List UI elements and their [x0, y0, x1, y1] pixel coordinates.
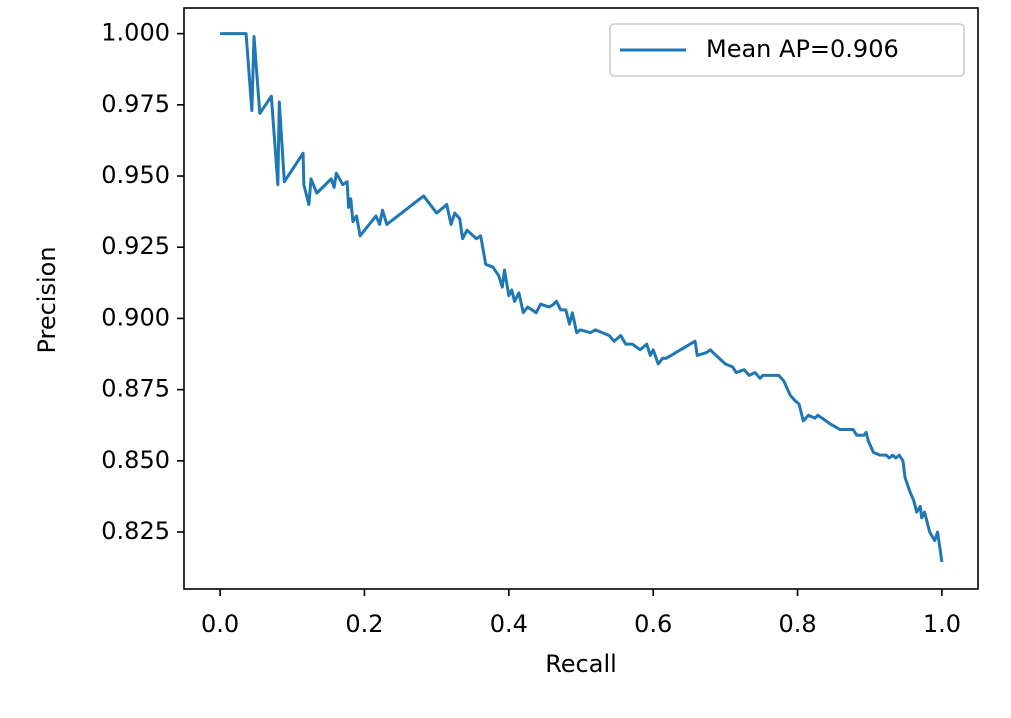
x-axis-label: Recall — [545, 650, 617, 678]
y-tick-label: 0.900 — [101, 303, 170, 331]
x-tick-label: 0.0 — [201, 610, 239, 638]
y-tick-label: 0.925 — [101, 232, 170, 260]
x-tick-label: 0.6 — [634, 610, 672, 638]
x-tick-label: 0.8 — [778, 610, 816, 638]
y-axis-label: Precision — [33, 246, 61, 353]
plot-frame — [183, 7, 979, 590]
y-tick-label: 0.950 — [101, 161, 170, 189]
series-line — [220, 32, 944, 563]
y-tick-label: 0.850 — [101, 446, 170, 474]
x-tick-label: 0.4 — [490, 610, 528, 638]
x-tick-label: 0.2 — [345, 610, 383, 638]
legend-box — [609, 23, 965, 77]
y-tick-label: 1.000 — [101, 19, 170, 47]
legend-label: Mean AP=0.906 — [706, 35, 899, 63]
y-tick-label: 0.825 — [101, 517, 170, 545]
x-tick-label: 1.0 — [923, 610, 961, 638]
y-tick-label: 0.875 — [101, 375, 170, 403]
y-tick-label: 0.975 — [101, 90, 170, 118]
